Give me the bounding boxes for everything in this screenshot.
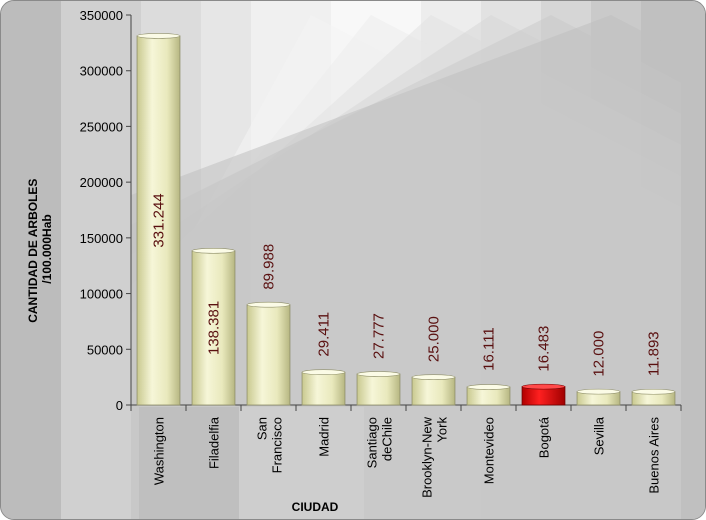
y-tick-label: 100000 <box>80 287 123 302</box>
value-label: 27.777 <box>371 313 388 359</box>
category-label: Madrid <box>317 417 332 457</box>
bar-5 <box>411 374 456 406</box>
bar-0 <box>136 33 181 406</box>
value-label: 12.000 <box>591 331 608 377</box>
labels: 331.244 Washington 138.381 Filadelfia 89.988… <box>151 193 663 498</box>
value-label: 29.411 <box>316 312 333 357</box>
y-tick-label: 50000 <box>87 342 123 357</box>
value-label: 89.988 <box>261 244 278 290</box>
value-label: 16.111 <box>481 327 498 371</box>
x-axis-title: CIUDAD <box>292 500 339 514</box>
y-tick-label: 0 <box>116 398 123 413</box>
bar-4 <box>356 371 401 406</box>
y-axis-title-line2: /100.000Hab <box>40 214 54 283</box>
value-label: 138.381 <box>206 301 223 355</box>
category-label: Filadelfia <box>207 416 222 469</box>
category-label: Bogotá <box>537 416 552 458</box>
category-label: SantiagodeChile <box>365 417 395 468</box>
bar-2 <box>246 301 291 406</box>
bar-8 <box>576 388 621 406</box>
category-label: Montevideo <box>482 417 497 484</box>
value-label: 16.483 <box>536 326 553 372</box>
y-axis-title-line1: CANTIDAD DE ARBOLES <box>26 179 40 323</box>
y-tick-label: 300000 <box>80 64 123 79</box>
axes: 0 50000 100000 150000 200000 250000 300000 3500… <box>80 8 682 413</box>
value-label: 11.893 <box>646 331 663 376</box>
bar-9 <box>631 388 676 406</box>
category-label: Washington <box>152 417 167 485</box>
category-label: Brooklyn-NewYork <box>420 416 450 498</box>
bar-7 <box>521 383 566 406</box>
y-tick-label: 250000 <box>80 119 123 134</box>
y-tick-label: 350000 <box>80 8 123 23</box>
value-label: 25.000 <box>426 316 443 362</box>
y-axis-title: CANTIDAD DE ARBOLES /100.000Hab <box>26 175 54 323</box>
category-label: SanFrancisco <box>255 417 285 473</box>
y-tick-label: 150000 <box>80 231 123 246</box>
value-label: 331.244 <box>151 193 168 247</box>
bars <box>136 33 676 406</box>
bar-1 <box>191 248 236 406</box>
category-label: Sevilla <box>592 416 607 455</box>
bar-3 <box>301 369 346 406</box>
y-tick-label: 200000 <box>80 175 123 190</box>
bar-6 <box>466 384 511 406</box>
category-label: Buenos Aires <box>647 417 662 494</box>
